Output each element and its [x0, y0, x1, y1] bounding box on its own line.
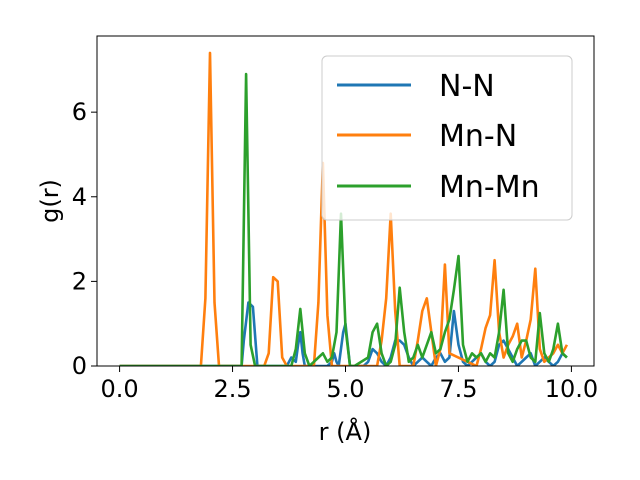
legend-box: [321, 55, 573, 221]
x-tick-label: 2.5: [213, 375, 251, 403]
x-axis: 0.0 2.5 5.0 7.5 10.0: [101, 366, 598, 403]
x-axis-title: r (Å): [319, 417, 372, 446]
y-tick-label: 2: [72, 267, 87, 295]
x-tick-label: 10.0: [545, 375, 598, 403]
legend-label-mn-mn: Mn-Mn: [439, 170, 540, 205]
x-tick-label: 0.0: [101, 375, 139, 403]
series-line-mn-mn: [119, 72, 568, 366]
series-layer: [119, 51, 569, 366]
y-tick-label: 0: [72, 352, 87, 380]
y-tick-label: 4: [72, 183, 87, 211]
y-tick-label: 6: [72, 98, 87, 126]
legend: N-N Mn-N Mn-Mn: [321, 55, 573, 221]
series-line-n-n: [119, 301, 568, 366]
x-tick-label: 7.5: [439, 375, 477, 403]
y-axis: 0 2 4 6: [72, 98, 97, 380]
legend-item-n-n: N-N: [337, 69, 495, 104]
y-axis-title: g(r): [36, 179, 64, 223]
legend-item-mn-n: Mn-N: [337, 119, 517, 154]
x-tick-label: 5.0: [326, 375, 364, 403]
legend-label-mn-n: Mn-N: [439, 119, 517, 154]
legend-label-n-n: N-N: [439, 69, 495, 104]
series-line-mn-n: [119, 51, 569, 366]
legend-item-mn-mn: Mn-Mn: [337, 170, 540, 205]
